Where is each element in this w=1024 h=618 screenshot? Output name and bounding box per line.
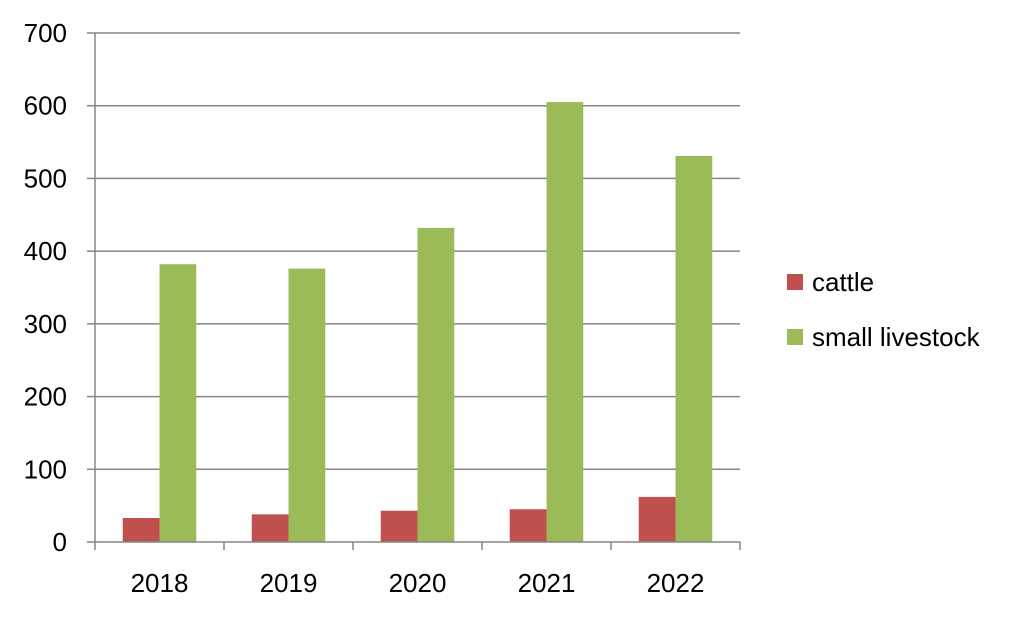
- bar-small-livestock-2019: [288, 268, 326, 542]
- y-tick-label: 400: [24, 236, 67, 266]
- y-tick-label: 500: [24, 163, 67, 193]
- bar-small-livestock-2020: [417, 227, 455, 543]
- bar-cattle-2018: [122, 518, 160, 542]
- axes: [87, 32, 741, 550]
- x-tick-label: 2019: [260, 568, 318, 598]
- x-tick-label: 2021: [518, 568, 576, 598]
- y-tick-label: 700: [24, 18, 67, 48]
- y-tick-label: 100: [24, 454, 67, 484]
- bar-small-livestock-2021: [546, 102, 584, 542]
- bar-cattle-2022: [638, 496, 676, 542]
- bar-cattle-2020: [380, 510, 418, 542]
- x-tick-label: 2022: [647, 568, 705, 598]
- legend-swatch-small-livestock: [787, 329, 803, 345]
- y-tick-label: 200: [24, 382, 67, 412]
- legend-label-small-livestock: small livestock: [812, 322, 981, 352]
- y-tick-label: 600: [24, 91, 67, 121]
- legend-swatch-cattle: [787, 274, 803, 290]
- tick-labels: 0 100 200 300 400 500 600 700 2018 2019 2020 2021 20…: [24, 18, 705, 598]
- legend-label-cattle: cattle: [812, 267, 874, 297]
- bar-small-livestock-2018: [159, 264, 197, 542]
- y-tick-label: 300: [24, 309, 67, 339]
- bar-small-livestock-2022: [675, 155, 713, 542]
- y-tick-label: 0: [53, 527, 67, 557]
- x-tick-label: 2018: [131, 568, 189, 598]
- bar-cattle-2019: [251, 514, 289, 542]
- legend: cattle small livestock: [787, 267, 981, 352]
- bars: [122, 102, 713, 543]
- x-tick-label: 2020: [389, 568, 447, 598]
- bar-cattle-2021: [509, 509, 547, 542]
